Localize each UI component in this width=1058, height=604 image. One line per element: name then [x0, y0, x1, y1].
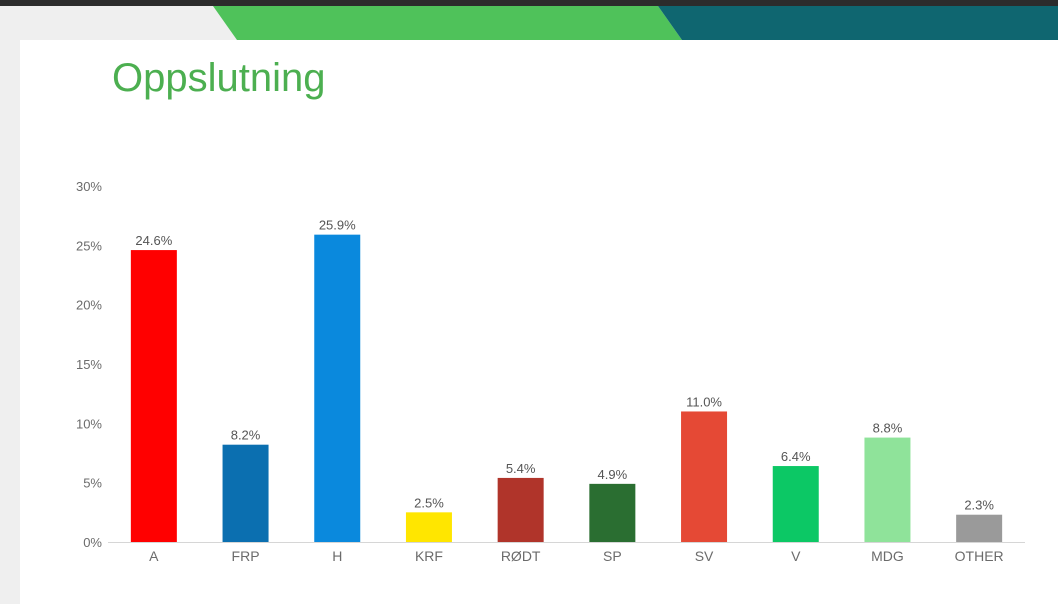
bar-rødt [497, 477, 544, 542]
bar-mdg [864, 437, 911, 542]
x-tick-label: OTHER [955, 548, 1004, 564]
value-label: 2.3% [964, 498, 994, 513]
banner-green-band [213, 6, 682, 40]
value-label: 8.2% [231, 428, 261, 443]
bar-krf [405, 512, 452, 542]
banner-teal-band [658, 6, 1058, 40]
y-tick-label: 30% [76, 179, 102, 194]
x-tick-label: FRP [232, 548, 260, 564]
bar-h [314, 234, 361, 543]
x-tick-label: KRF [415, 548, 443, 564]
bar-sp [589, 483, 636, 542]
header-banner [213, 6, 1058, 40]
x-tick-label: H [332, 548, 342, 564]
bar-a [130, 250, 177, 542]
y-tick-label: 0% [83, 535, 102, 550]
x-tick-label: RØDT [501, 548, 541, 564]
value-label: 5.4% [506, 461, 536, 476]
value-label: 6.4% [781, 449, 811, 464]
y-tick-label: 15% [76, 357, 102, 372]
bar-frp [222, 444, 269, 542]
slide-title: Oppslutning [112, 56, 326, 100]
x-tick-label: SP [603, 548, 622, 564]
y-tick-label: 20% [76, 298, 102, 313]
top-edge-bar [0, 0, 1058, 6]
x-tick-label: MDG [871, 548, 904, 564]
value-label: 11.0% [686, 394, 722, 409]
value-label: 8.8% [873, 421, 903, 436]
value-label: 25.9% [319, 218, 356, 233]
y-tick-label: 10% [76, 416, 102, 431]
bar-sv [681, 411, 728, 542]
y-tick-label: 5% [83, 476, 102, 491]
bar-v [772, 466, 819, 542]
bar-other [956, 514, 1003, 542]
y-tick-label: 25% [76, 238, 102, 253]
value-label: 2.5% [414, 495, 444, 510]
value-label: 24.6% [135, 233, 172, 248]
x-tick-label: A [149, 548, 159, 564]
x-tick-label: SV [695, 548, 714, 564]
value-label: 4.9% [598, 467, 628, 482]
x-tick-label: V [791, 548, 801, 564]
